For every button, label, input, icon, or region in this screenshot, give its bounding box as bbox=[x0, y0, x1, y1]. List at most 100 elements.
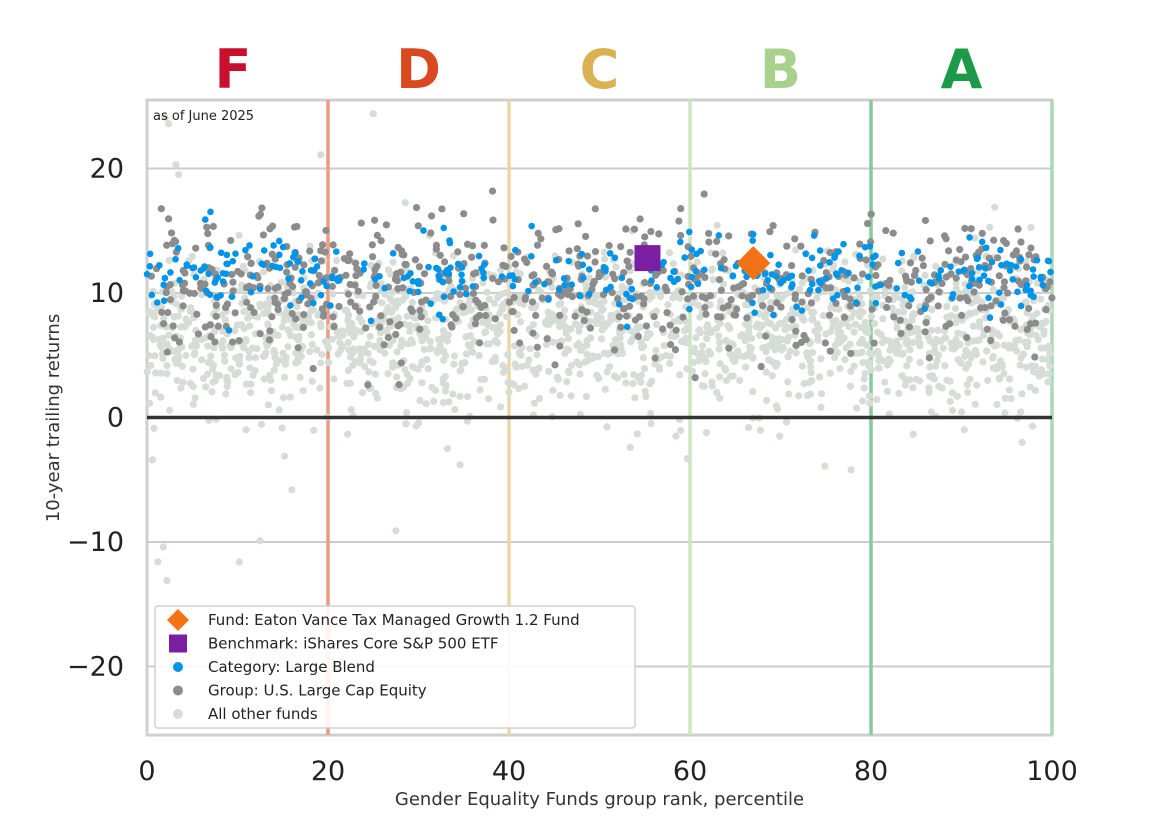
all-other-funds-point bbox=[504, 378, 512, 386]
all-other-funds-point bbox=[653, 320, 661, 329]
category-point bbox=[568, 281, 576, 288]
group-point bbox=[416, 306, 424, 315]
group-point bbox=[556, 342, 564, 350]
all-other-funds-point bbox=[786, 347, 794, 355]
all-other-funds-point bbox=[324, 359, 333, 367]
category-point bbox=[898, 249, 906, 257]
all-other-funds-point bbox=[993, 400, 1001, 409]
outlier-point bbox=[369, 110, 377, 118]
group-point bbox=[399, 284, 407, 292]
category-point bbox=[1023, 281, 1031, 289]
all-other-funds-point bbox=[521, 382, 529, 390]
all-other-funds-point bbox=[1026, 383, 1034, 391]
all-other-funds-point bbox=[483, 340, 491, 348]
group-point bbox=[807, 299, 816, 307]
category-point bbox=[986, 314, 994, 321]
all-other-funds-point bbox=[1045, 370, 1053, 378]
all-other-funds-point bbox=[712, 324, 721, 332]
group-point bbox=[580, 316, 588, 325]
category-point bbox=[810, 232, 818, 239]
all-other-funds-point bbox=[239, 262, 248, 270]
all-other-funds-point bbox=[722, 336, 730, 345]
category-point bbox=[512, 246, 519, 254]
category-point bbox=[469, 283, 477, 290]
group-point bbox=[266, 225, 274, 233]
all-other-funds-point bbox=[1027, 223, 1035, 231]
outlier-point bbox=[172, 161, 180, 169]
group-point bbox=[461, 284, 470, 292]
category-point bbox=[577, 292, 584, 300]
group-point bbox=[370, 298, 378, 306]
all-other-funds-point bbox=[867, 312, 876, 320]
group-point bbox=[992, 297, 1000, 305]
all-other-funds-point bbox=[850, 309, 858, 317]
all-other-funds-point bbox=[306, 242, 314, 250]
group-point bbox=[368, 241, 376, 249]
group-point bbox=[919, 261, 927, 270]
category-point bbox=[688, 246, 696, 253]
all-other-funds-point bbox=[903, 336, 911, 344]
all-other-funds-point bbox=[875, 353, 883, 361]
all-other-funds-point bbox=[716, 394, 724, 402]
all-other-funds-point bbox=[952, 318, 960, 327]
all-other-funds-point bbox=[878, 338, 886, 347]
category-point bbox=[1017, 255, 1025, 263]
group-point bbox=[436, 251, 444, 259]
all-other-funds-point bbox=[670, 332, 679, 341]
all-other-funds-point bbox=[807, 308, 816, 316]
group-point bbox=[702, 310, 710, 318]
group-point bbox=[724, 302, 732, 310]
all-other-funds-point bbox=[458, 359, 466, 368]
group-point bbox=[626, 248, 634, 256]
category-point bbox=[176, 276, 183, 284]
all-other-funds-point bbox=[1026, 331, 1035, 339]
category-point bbox=[1044, 257, 1052, 265]
all-other-funds-point bbox=[900, 308, 908, 316]
category-point bbox=[561, 281, 568, 289]
all-other-funds-point bbox=[261, 352, 269, 360]
group-point bbox=[304, 300, 312, 308]
category-point bbox=[242, 246, 249, 254]
group-point bbox=[867, 210, 875, 218]
all-other-funds-point bbox=[666, 359, 674, 368]
all-other-funds-point bbox=[901, 381, 910, 389]
category-point bbox=[555, 286, 563, 294]
group-point bbox=[292, 315, 300, 323]
all-other-funds-point bbox=[344, 338, 352, 347]
outlier-point bbox=[821, 462, 829, 470]
group-point bbox=[247, 304, 255, 312]
group-point bbox=[268, 313, 276, 321]
all-other-funds-point bbox=[908, 288, 917, 296]
all-other-funds-point bbox=[906, 346, 914, 354]
category-point bbox=[893, 285, 901, 292]
all-other-funds-point bbox=[940, 334, 949, 342]
all-other-funds-point bbox=[499, 300, 508, 308]
all-other-funds-point bbox=[526, 345, 534, 353]
group-point bbox=[203, 223, 211, 231]
all-other-funds-point bbox=[1044, 378, 1052, 386]
group-point bbox=[725, 344, 733, 352]
category-point bbox=[560, 275, 568, 282]
group-point bbox=[642, 322, 651, 330]
all-other-funds-point bbox=[763, 396, 771, 405]
all-other-funds-point bbox=[307, 318, 316, 327]
group-point bbox=[414, 222, 422, 230]
all-other-funds-point bbox=[1017, 326, 1025, 334]
all-other-funds-point bbox=[344, 366, 352, 374]
all-other-funds-point bbox=[349, 361, 357, 370]
all-other-funds-point bbox=[681, 326, 690, 334]
group-point bbox=[533, 241, 542, 249]
group-point bbox=[488, 274, 497, 283]
group-point bbox=[440, 258, 449, 266]
group-point bbox=[663, 308, 671, 317]
group-point bbox=[617, 323, 625, 331]
group-point bbox=[247, 259, 255, 267]
all-other-funds-point bbox=[534, 286, 543, 294]
group-point bbox=[543, 335, 551, 343]
category-point bbox=[798, 307, 806, 314]
all-other-funds-point bbox=[440, 332, 448, 340]
group-point bbox=[201, 323, 209, 331]
group-point bbox=[926, 237, 934, 245]
all-other-funds-point bbox=[715, 332, 723, 340]
category-point bbox=[276, 264, 284, 272]
